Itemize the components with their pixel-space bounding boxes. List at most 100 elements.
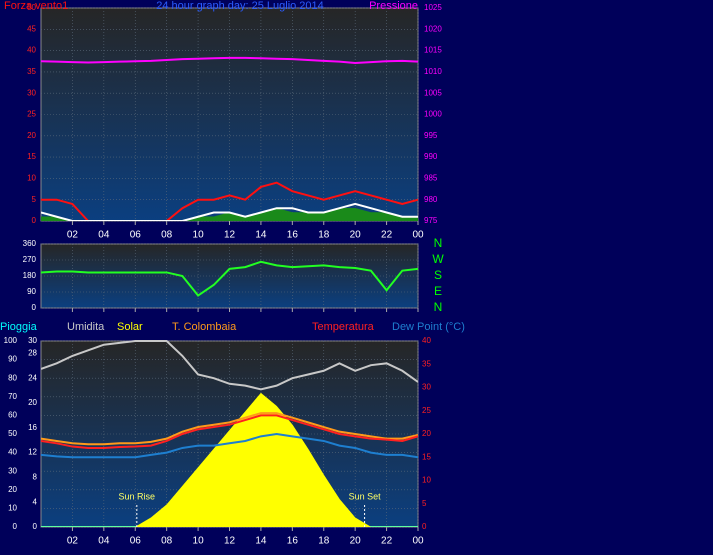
x-tick-label: 00 (412, 536, 424, 547)
y-tick-label: 40 (422, 336, 431, 345)
y-tick-label: 1010 (424, 67, 442, 76)
y-tick-label: S (434, 268, 442, 282)
y-tick-label: 10 (8, 504, 17, 513)
x-tick-label: 02 (67, 536, 79, 547)
y-tick-label: 1000 (424, 110, 442, 119)
legend-label: Umidita (67, 321, 105, 333)
x-tick-label: 06 (130, 536, 142, 547)
x-tick-label: 10 (193, 536, 205, 547)
y-tick-label: 995 (424, 131, 438, 140)
y-tick-label: 0 (32, 303, 37, 312)
line (41, 340, 418, 391)
y-tick-label: 15 (27, 152, 36, 161)
legend-label: Solar (117, 321, 143, 333)
y-tick-label: 45 (27, 24, 36, 33)
y-tick-label: 28 (28, 349, 37, 358)
y-tick-label: 50 (8, 429, 17, 438)
y-tick-label: 30 (8, 466, 17, 475)
y-tick-label: 70 (8, 392, 17, 401)
annotation: Sun Rise (119, 491, 156, 501)
y-tick-label: 1020 (424, 24, 442, 33)
plot-area (40, 7, 419, 222)
y-tick-label: 20 (8, 485, 17, 494)
y-tick-label: 35 (422, 359, 431, 368)
x-tick-label: 02 (67, 230, 79, 241)
legend-label: Temperatura (312, 321, 375, 333)
y-tick-label: 40 (27, 46, 36, 55)
y-tick-label: 35 (27, 67, 36, 76)
y-tick-label: 30 (28, 336, 37, 345)
x-tick-label: 22 (381, 536, 393, 547)
y-tick-label: 10 (422, 476, 431, 485)
y-tick-label: 24 (28, 373, 37, 382)
line (41, 432, 418, 459)
y-tick-label: 1015 (424, 46, 442, 55)
chart-title: 24 hour graph day: 25 Luglio 2014 (156, 0, 324, 12)
y-tick-label: 80 (8, 373, 17, 382)
y-tick-label: 270 (23, 255, 37, 264)
y-tick-label: 90 (8, 355, 17, 364)
line (41, 412, 418, 446)
y-tick-label: 40 (8, 448, 17, 457)
x-tick-label: 18 (318, 230, 330, 241)
x-tick-label: 22 (381, 230, 393, 241)
x-tick-label: 12 (224, 230, 236, 241)
y-tick-label: 12 (28, 448, 37, 457)
x-tick-label: 04 (98, 536, 110, 547)
y-tick-label: 16 (28, 423, 37, 432)
x-tick-label: 00 (412, 230, 424, 241)
x-tick-label: 06 (130, 230, 142, 241)
y-tick-label: 10 (27, 174, 36, 183)
x-tick-label: 10 (193, 230, 205, 241)
y-tick-label: E (434, 284, 442, 298)
legend-label: Pressione (369, 0, 418, 12)
x-tick-label: 14 (255, 536, 267, 547)
line (41, 202, 418, 221)
y-tick-label: 360 (23, 239, 37, 248)
x-tick-label: 16 (287, 230, 299, 241)
y-tick-label: 180 (23, 271, 37, 280)
y-tick-label: 20 (28, 398, 37, 407)
x-tick-label: 08 (161, 536, 173, 547)
y-tick-label: 15 (422, 452, 431, 461)
y-tick-label: 1005 (424, 88, 442, 97)
x-tick-label: 04 (98, 230, 110, 241)
y-tick-label: 0 (32, 216, 37, 225)
x-tick-label: 18 (318, 536, 330, 547)
y-tick-label: 90 (27, 287, 36, 296)
y-tick-label: 5 (32, 195, 37, 204)
y-tick-label: 985 (424, 174, 438, 183)
line (41, 181, 418, 221)
y-tick-label: W (432, 252, 444, 266)
y-tick-label: 60 (8, 411, 17, 420)
x-tick-label: 12 (224, 536, 236, 547)
line (41, 260, 418, 297)
y-tick-label: 990 (424, 152, 438, 161)
y-tick-label: 20 (422, 429, 431, 438)
y-tick-label: 0 (422, 522, 427, 531)
y-tick-label: N (434, 236, 443, 250)
y-tick-label: 8 (33, 473, 38, 482)
y-tick-label: 30 (27, 88, 36, 97)
y-tick-label: 980 (424, 195, 438, 204)
legend-label: Pioggia (0, 321, 38, 333)
y-tick-label: N (434, 300, 443, 314)
annotation: Sun Set (349, 491, 382, 501)
y-tick-label: 50 (27, 3, 36, 12)
y-tick-label: 100 (4, 336, 18, 345)
y-tick-label: 975 (424, 216, 438, 225)
y-tick-label: 0 (13, 522, 18, 531)
legend-label: Forza vento1 (4, 0, 68, 12)
y-tick-label: 5 (422, 499, 427, 508)
x-tick-label: 16 (287, 536, 299, 547)
y-tick-label: 1025 (424, 3, 442, 12)
y-tick-label: 20 (27, 131, 36, 140)
x-tick-label: 20 (350, 230, 362, 241)
y-tick-label: 25 (27, 110, 36, 119)
legend-label: Dew Point (°C) (392, 321, 465, 333)
x-tick-label: 14 (255, 230, 267, 241)
y-tick-label: 4 (33, 497, 38, 506)
x-tick-label: 08 (161, 230, 173, 241)
x-tick-label: 20 (350, 536, 362, 547)
